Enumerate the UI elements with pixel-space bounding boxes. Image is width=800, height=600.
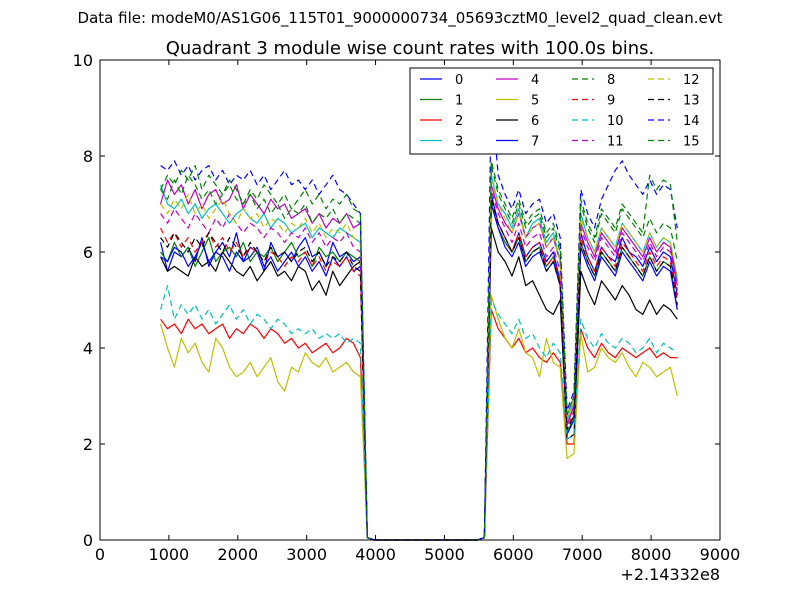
y-tick-label: 0: [83, 531, 93, 550]
legend-label-7: 7: [531, 135, 539, 150]
legend-label-0: 0: [455, 73, 463, 88]
legend-label-5: 5: [531, 94, 539, 109]
legend-frame: [409, 67, 714, 155]
legend-label-3: 3: [455, 135, 463, 150]
legend-label-6: 6: [531, 114, 539, 129]
legend-label-2: 2: [455, 114, 463, 129]
legend-label-10: 10: [607, 114, 624, 129]
axis-ticks: 0 1000 2000 3000 4000 5000 6000 7000 8000 9000 0 2 4…: [73, 51, 741, 564]
legend-label-15: 15: [683, 135, 700, 150]
series-line-14: [160, 92, 678, 541]
legend-label-8: 8: [607, 73, 615, 88]
legend-label-14: 14: [683, 114, 700, 129]
y-tick-label: 10: [73, 51, 93, 70]
x-tick-label: 9000: [700, 545, 741, 564]
legend-label-13: 13: [683, 94, 700, 109]
chart-title: Quadrant 3 module wise count rates with …: [166, 38, 655, 59]
y-tick-label: 8: [83, 147, 93, 166]
y-tick-label: 4: [83, 339, 93, 358]
x-tick-label: 1000: [149, 545, 190, 564]
x-tick-label: 5000: [424, 545, 465, 564]
legend-label-9: 9: [607, 94, 615, 109]
x-tick-label: 7000: [562, 545, 603, 564]
series-line-9: [160, 198, 678, 541]
x-axis-offset-label: +2.14332e8: [620, 565, 720, 584]
y-tick-label: 6: [83, 243, 93, 262]
y-tick-label: 2: [83, 435, 93, 454]
plot-frame: [99, 59, 721, 541]
x-tick-label: 4000: [355, 545, 396, 564]
x-tick-label: 0: [95, 545, 105, 564]
legend-label-1: 1: [455, 94, 463, 109]
x-tick-label: 2000: [217, 545, 258, 564]
legend-label-11: 11: [607, 135, 624, 150]
x-tick-label: 8000: [631, 545, 672, 564]
figure-suptitle: Data file: modeM0/AS1G06_115T01_90000007…: [78, 9, 723, 28]
x-tick-label: 3000: [286, 545, 327, 564]
x-tick-label: 6000: [493, 545, 534, 564]
legend-label-4: 4: [531, 73, 539, 88]
legend-label-12: 12: [683, 73, 700, 88]
